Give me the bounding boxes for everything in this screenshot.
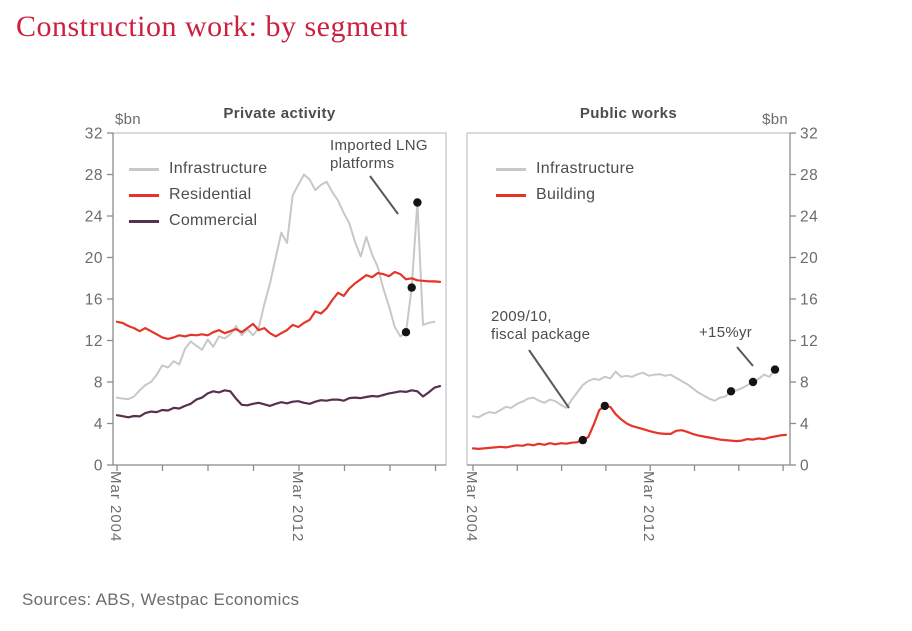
data-point-dot xyxy=(726,387,736,396)
right-x-tick-label-2004: Mar 2004 xyxy=(463,471,480,543)
legend-item-infrastructure: Infrastructure xyxy=(129,160,267,178)
legend-label: Infrastructure xyxy=(536,160,635,177)
data-point-dot xyxy=(413,198,422,207)
legend-label: Commercial xyxy=(169,212,258,229)
series-line-infrastructure xyxy=(472,368,776,419)
data-point-dot xyxy=(748,377,758,387)
left-unit-label: $bn xyxy=(115,111,141,128)
legend-label: Infrastructure xyxy=(169,160,268,177)
y-tick-label: 0 xyxy=(800,458,809,475)
annotation-callout-line xyxy=(528,349,570,409)
series-line-infrastructure xyxy=(116,173,436,401)
y-tick-label: 12 xyxy=(85,333,103,350)
y-tick-label: 0 xyxy=(94,458,103,475)
y-tick-label: 8 xyxy=(94,375,103,392)
y-tick-label: 32 xyxy=(85,126,103,143)
series-line-residential xyxy=(115,270,442,340)
left-panel-title: Private activity xyxy=(223,105,336,122)
annotation-growth-rate: +15%yr xyxy=(699,324,753,341)
annotation-callout-line xyxy=(736,346,754,367)
legend-item-residential: Residential xyxy=(129,186,267,204)
page-title: Construction work: by segment xyxy=(16,10,408,43)
y-tick-label: 32 xyxy=(800,126,818,143)
left-x-tick-label-2012: Mar 2012 xyxy=(289,471,306,543)
right-legend: Infrastructure Building xyxy=(496,160,634,212)
infrastructure-swatch-icon xyxy=(129,167,159,171)
series-line-building xyxy=(471,404,788,450)
annotation-imported-lng: Imported LNG platforms xyxy=(330,137,428,172)
y-tick-label: 24 xyxy=(85,209,103,226)
annotation-fiscal-package: 2009/10, fiscal package xyxy=(491,308,591,343)
y-tick-label: 4 xyxy=(800,416,809,433)
y-tick-label: 20 xyxy=(85,250,103,267)
right-x-tick-label-2012: Mar 2012 xyxy=(640,471,657,543)
y-tick-label: 16 xyxy=(85,292,103,309)
building-swatch-icon xyxy=(496,193,526,197)
y-tick-label: 16 xyxy=(800,292,818,309)
y-tick-label: 20 xyxy=(800,250,818,267)
y-tick-label: 8 xyxy=(800,375,809,392)
left-legend: Infrastructure Residential Commercial xyxy=(129,160,267,238)
left-x-tick-label-2004: Mar 2004 xyxy=(107,471,124,543)
annotation-callout-line xyxy=(369,175,399,215)
data-point-dot xyxy=(600,401,609,411)
commercial-swatch-icon xyxy=(129,219,159,223)
y-tick-label: 12 xyxy=(800,333,818,350)
legend-label: Residential xyxy=(169,186,252,203)
data-point-dot xyxy=(407,283,416,292)
y-tick-label: 28 xyxy=(800,167,818,184)
data-point-dot xyxy=(401,328,411,337)
data-point-dot xyxy=(770,365,780,374)
right-unit-label: $bn xyxy=(762,111,788,128)
sources-note: Sources: ABS, Westpac Economics xyxy=(22,590,300,609)
series-line-commercial xyxy=(115,385,442,419)
y-tick-label: 28 xyxy=(85,167,103,184)
y-tick-label: 24 xyxy=(800,209,818,226)
right-panel-title: Public works xyxy=(579,105,678,122)
residential-swatch-icon xyxy=(129,193,159,197)
legend-label: Building xyxy=(536,186,596,203)
legend-item-commercial: Commercial xyxy=(129,212,267,230)
infrastructure-swatch-icon xyxy=(496,167,526,171)
data-point-dot xyxy=(578,435,587,445)
legend-item-building: Building xyxy=(496,186,634,204)
legend-item-infrastructure: Infrastructure xyxy=(496,160,634,178)
y-tick-label: 4 xyxy=(94,416,103,433)
